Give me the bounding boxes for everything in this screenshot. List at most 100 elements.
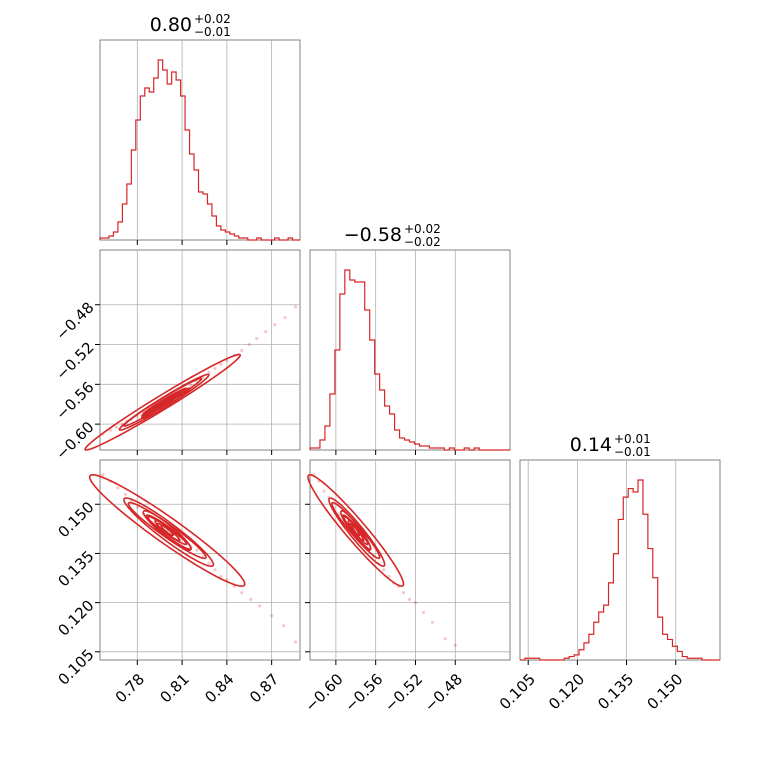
- sample-point: [240, 348, 244, 353]
- sample-point: [189, 383, 193, 387]
- sample-point: [247, 342, 251, 347]
- histogram-title: 0.80 +0.02−0.01: [150, 12, 231, 39]
- panel-frame: [309, 459, 511, 661]
- x-tick-label: 0.84: [201, 670, 237, 706]
- title-minus-error: −0.01: [614, 445, 651, 459]
- density-contour: [160, 524, 174, 537]
- y-tick-label: 0.120: [54, 596, 97, 639]
- density-contour: [347, 519, 365, 542]
- density-contour: [154, 519, 180, 542]
- x-tick-label: −0.60: [301, 670, 346, 715]
- sample-point: [413, 601, 418, 605]
- density-contour: [307, 473, 405, 588]
- sample-point: [430, 620, 434, 624]
- sample-point: [407, 597, 412, 601]
- sample-point: [135, 505, 139, 510]
- density-contour: [152, 394, 179, 412]
- density-contour: [328, 497, 386, 568]
- sample-point: [207, 561, 211, 565]
- y-tick-label: −0.48: [52, 299, 97, 344]
- sample-point: [258, 604, 262, 608]
- x-tick-label: 0.81: [157, 670, 193, 706]
- sample-point: [219, 362, 223, 367]
- sample-point: [421, 610, 426, 615]
- sample-point: [401, 591, 406, 595]
- y-tick-label: 0.150: [54, 498, 97, 541]
- sample-point: [114, 425, 119, 429]
- title-plus-error: +0.02: [194, 12, 231, 26]
- sample-point: [255, 336, 259, 341]
- sample-point: [101, 473, 105, 477]
- density-contour: [331, 501, 381, 560]
- y-tick-label: −0.52: [52, 338, 97, 383]
- sample-point: [195, 548, 199, 552]
- y-tick-label: −0.60: [52, 418, 97, 463]
- sample-point: [270, 614, 274, 618]
- sample-point: [249, 597, 253, 601]
- sample-point: [207, 370, 211, 374]
- panel-frame: [309, 249, 511, 451]
- title-value: −0.58: [344, 224, 402, 246]
- sample-point: [281, 623, 286, 628]
- title-minus-error: −0.02: [404, 235, 441, 249]
- scatter-panel-2-1: −0.60−0.56−0.52−0.48: [301, 459, 511, 715]
- panel-frame: [519, 459, 721, 661]
- density-contour: [140, 387, 191, 419]
- density-contour: [158, 398, 173, 408]
- title-plus-error: +0.01: [614, 432, 651, 446]
- x-tick-label: 0.78: [112, 670, 148, 706]
- histogram-panel-0: 0.80 +0.02−0.01: [99, 12, 301, 245]
- sample-point: [213, 366, 217, 371]
- x-tick-label: 0.120: [545, 670, 588, 713]
- density-contour: [84, 353, 242, 451]
- histogram-title: −0.58 +0.02−0.02: [344, 222, 441, 249]
- density-contour: [342, 514, 372, 550]
- scatter-panel-1-0: −0.60−0.56−0.52−0.48: [52, 249, 301, 463]
- x-tick-label: −0.56: [341, 670, 386, 715]
- sample-point: [382, 568, 386, 572]
- x-tick-label: 0.105: [496, 670, 539, 713]
- sample-point: [443, 637, 447, 641]
- sample-point: [219, 574, 223, 578]
- density-contour: [351, 524, 361, 537]
- y-tick-label: 0.105: [54, 646, 97, 689]
- y-tick-label: 0.135: [54, 547, 97, 590]
- density-contour: [88, 473, 246, 588]
- sample-point: [213, 568, 217, 572]
- sample-point: [123, 492, 127, 497]
- sample-point: [283, 316, 287, 320]
- sample-point: [240, 591, 244, 595]
- density-contour: [123, 497, 215, 568]
- sample-point: [293, 640, 298, 644]
- title-value: 0.14: [570, 434, 612, 456]
- x-tick-label: −0.48: [421, 670, 466, 715]
- panel-frame: [99, 39, 301, 241]
- histogram-series: [309, 269, 510, 451]
- y-tick-label: −0.56: [52, 378, 97, 423]
- sample-point: [293, 305, 298, 309]
- density-contour: [142, 510, 192, 551]
- title-plus-error: +0.02: [404, 222, 441, 236]
- title-minus-error: −0.01: [194, 25, 231, 39]
- sample-point: [273, 323, 277, 327]
- density-contour: [118, 373, 210, 431]
- sample-point: [322, 489, 326, 493]
- sample-point: [264, 329, 268, 334]
- panel-frame: [99, 459, 301, 661]
- panels-layer: 0.80 +0.02−0.01−0.58 +0.02−0.020.14 +0.01−0…: [52, 12, 721, 715]
- sample-point: [116, 486, 120, 490]
- x-tick-label: 0.150: [643, 670, 686, 713]
- x-tick-label: 0.87: [246, 670, 282, 706]
- histogram-panel-2: 0.14 +0.01−0.01 0.105 0.120 0.135 0.150: [496, 432, 721, 713]
- histogram-series: [99, 59, 300, 241]
- histogram-title: 0.14 +0.01−0.01: [570, 432, 651, 459]
- x-tick-label: −0.52: [381, 670, 426, 715]
- title-value: 0.80: [150, 14, 192, 36]
- density-contour: [340, 510, 372, 551]
- x-tick-label: 0.135: [594, 670, 637, 713]
- histogram-panel-1: −0.58 +0.02−0.02: [309, 222, 511, 455]
- density-contour: [127, 501, 207, 560]
- histogram-series: [520, 479, 720, 661]
- density-contour: [145, 514, 192, 550]
- sample-point: [453, 643, 457, 647]
